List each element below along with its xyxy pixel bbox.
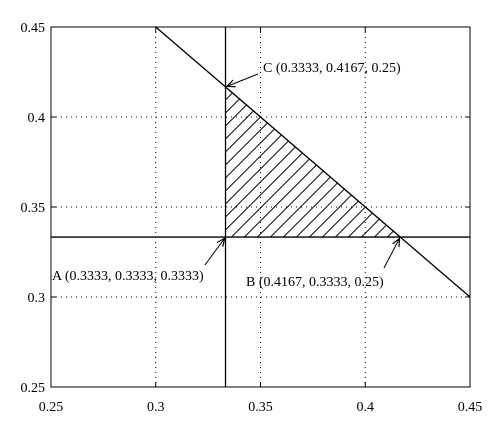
hatch-line: [374, 86, 401, 238]
y-tick-label: 0.4: [28, 111, 46, 126]
hatch-line: [225, 86, 401, 238]
hatch-line: [225, 86, 401, 238]
y-tick-label: 0.35: [21, 201, 46, 216]
hatch-line: [225, 86, 401, 238]
x-tick-label: 0.3: [147, 400, 165, 415]
hatched-region-layer: [225, 85, 402, 238]
x-tick-label: 0.25: [39, 400, 64, 415]
grid: [51, 27, 470, 387]
hatch-line: [225, 86, 401, 238]
y-tick-label: 0.3: [28, 291, 46, 306]
y-tick-label: 0.25: [21, 381, 46, 396]
annotation-c-label: C (0.3333, 0.4167, 0.25): [263, 61, 401, 76]
hatch-line: [225, 86, 401, 238]
diagonal-constraint-line: [155, 27, 470, 298]
hatch-line: [257, 86, 401, 238]
x-tick-label: 0.4: [357, 400, 375, 415]
hatch-line: [270, 86, 401, 238]
hatch-line: [225, 86, 401, 238]
hatch-line: [244, 86, 401, 238]
hatch-line: [309, 86, 401, 238]
hatch-line: [361, 86, 401, 238]
hatch-line: [322, 86, 401, 238]
y-tick-label: 0.45: [21, 21, 46, 36]
hatch-line: [225, 86, 401, 238]
hatch-line: [225, 86, 401, 238]
hatch-line: [225, 86, 401, 238]
annotation-b-arrow: [383, 238, 400, 269]
hatch-line: [335, 86, 401, 238]
constraint-lines: [51, 27, 470, 387]
annotation-b-label: B (0.4167, 0.3333, 0.25): [246, 275, 384, 290]
hatch-line: [387, 86, 401, 238]
annotation-a-label: A (0.3333, 0.3333, 0.3333): [52, 269, 204, 284]
hatch-line: [348, 86, 401, 238]
hatch-line: [296, 86, 401, 238]
hatch-line: [231, 86, 401, 238]
annotations: C (0.3333, 0.4167, 0.25) A (0.3333, 0.333…: [52, 61, 401, 290]
axis-ticks: 0.25 0.3 0.35 0.4 0.45 0.25 0.3 0.35 0.4 0.45: [21, 21, 483, 415]
annotation-a-arrow: [204, 238, 225, 266]
x-tick-label: 0.45: [458, 400, 483, 415]
hatch-pattern: [225, 86, 401, 238]
hatch-line: [400, 86, 401, 238]
hatch-line: [225, 86, 401, 238]
x-tick-label: 0.35: [248, 400, 273, 415]
hatch-line: [225, 86, 401, 238]
annotation-c-arrow: [227, 73, 259, 86]
hatch-line: [283, 86, 401, 238]
hatch-line: [225, 86, 401, 238]
